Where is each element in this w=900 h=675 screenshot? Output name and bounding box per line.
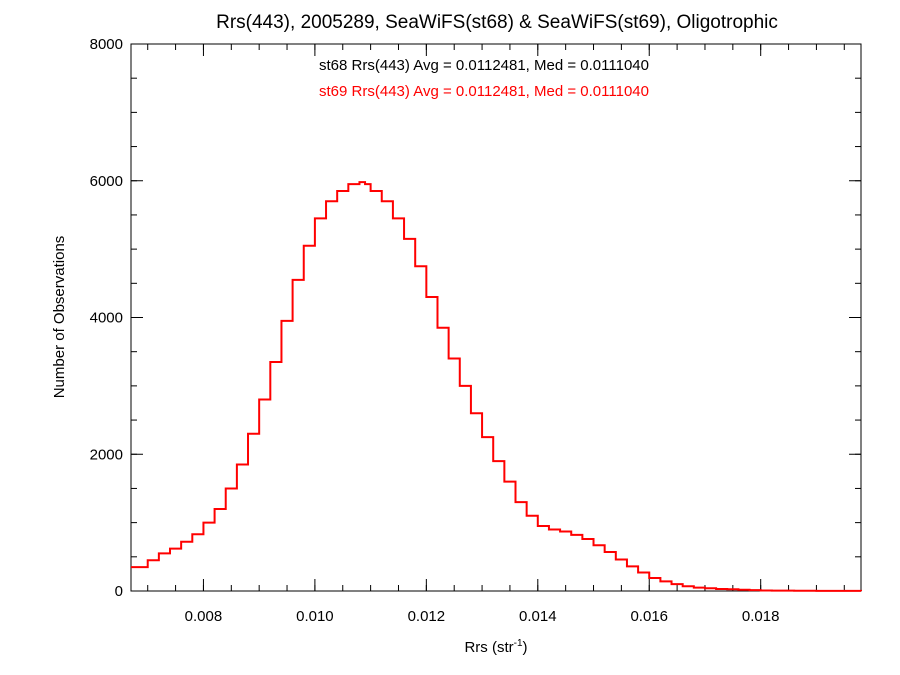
plot-frame [130, 43, 862, 592]
x-tick-label: 0.010 [296, 608, 334, 625]
annotation-group: st68 Rrs(443) Avg = 0.0112481, Med = 0.0… [319, 57, 649, 100]
y-tick-label: 4000 [90, 310, 123, 327]
x-axis-label-sup: -1 [514, 638, 523, 649]
annotation-st69: st69 Rrs(443) Avg = 0.0112481, Med = 0.0… [319, 83, 649, 100]
x-tick-label: 0.014 [519, 608, 557, 625]
x-tick-label: 0.018 [742, 608, 780, 625]
x-axis-label-tail: ) [523, 639, 528, 656]
chart-title: Rrs(443), 2005289, SeaWiFS(st68) & SeaWi… [216, 12, 778, 33]
x-tick-label: 0.008 [185, 608, 223, 625]
series-layer [131, 181, 862, 592]
x-axis: 0.008 0.010 0.012 0.014 0.016 0.018 [147, 44, 845, 625]
x-axis-label: Rrs (str-1) [464, 638, 527, 656]
y-tick-label: 8000 [90, 36, 123, 53]
series-histogram-line [131, 181, 862, 592]
y-tick-label: 6000 [90, 173, 123, 190]
x-tick-label: 0.016 [630, 608, 668, 625]
x-tick-label: 0.012 [408, 608, 446, 625]
x-axis-label-main: Rrs (str [464, 639, 513, 656]
annotation-st68: st68 Rrs(443) Avg = 0.0112481, Med = 0.0… [319, 57, 649, 74]
y-axis: 0 2000 4000 6000 8000 [90, 36, 861, 600]
y-axis-label: Number of Observations [51, 236, 68, 399]
y-tick-label: 0 [115, 583, 123, 600]
y-tick-label: 2000 [90, 446, 123, 463]
